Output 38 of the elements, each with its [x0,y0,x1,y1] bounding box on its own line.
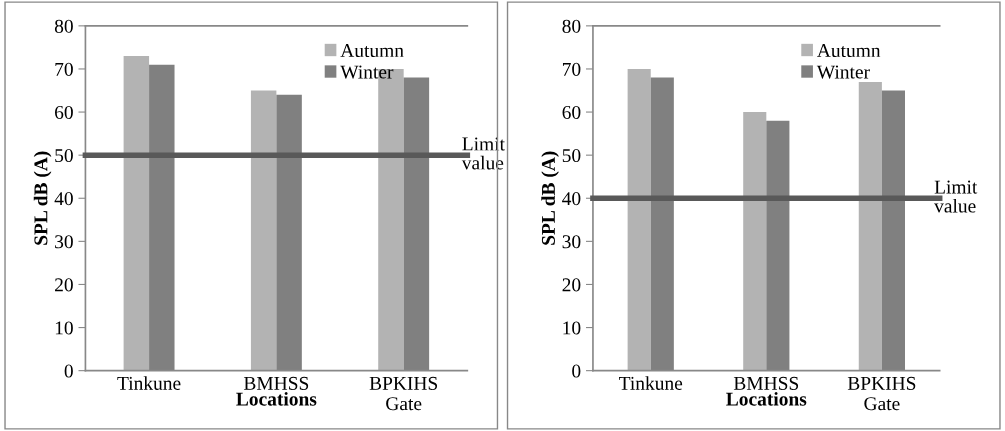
y-axis-title: SPL dB (A) [33,151,52,245]
x-tick-label: BPKIHS Gate [369,376,438,411]
y-axis-title: SPL dB (A) [541,151,559,245]
y-tick-label: 10 [55,321,73,335]
y-tick-label: 70 [562,62,581,76]
ref-line-label: Limit value [934,180,978,213]
x-tick-label: Tinkune [619,376,683,390]
y-tick-label: 30 [55,235,73,249]
y-tick-label: 10 [563,321,581,335]
legend-label: Winter [340,65,394,79]
legend-label: Winter [816,65,870,79]
bar [250,90,277,371]
y-tick-label: 30 [562,235,581,249]
bar [858,81,882,371]
y-tick-label: 60 [55,105,73,119]
bar [743,112,767,371]
x-tick-label: BMHSS [243,376,309,390]
bar [123,56,150,371]
y-tick-label: 0 [572,364,581,378]
x-tick-label: BPKIHS Gate [847,376,916,411]
bar [627,68,651,371]
x-axis-title: Locations [726,391,807,406]
x-tick-label: Tinkune [117,376,181,390]
legend-label: Autumn [340,44,404,58]
legend-label: Autumn [817,44,881,58]
y-tick-label: 70 [55,62,73,76]
y-tick-label: 20 [55,278,73,292]
y-tick-label: 80 [562,19,581,33]
y-tick-label: 40 [562,192,581,206]
y-tick-label: 20 [562,278,581,292]
y-tick-label: 50 [562,148,581,163]
y-tick-label: 40 [54,192,73,206]
y-tick-label: 60 [562,105,581,119]
x-axis-title: Locations [236,391,317,406]
y-tick-label: 50 [55,148,73,163]
y-tick-label: 80 [54,19,73,33]
y-tick-label: 0 [64,364,73,378]
x-tick-label: BMHSS [733,376,799,390]
